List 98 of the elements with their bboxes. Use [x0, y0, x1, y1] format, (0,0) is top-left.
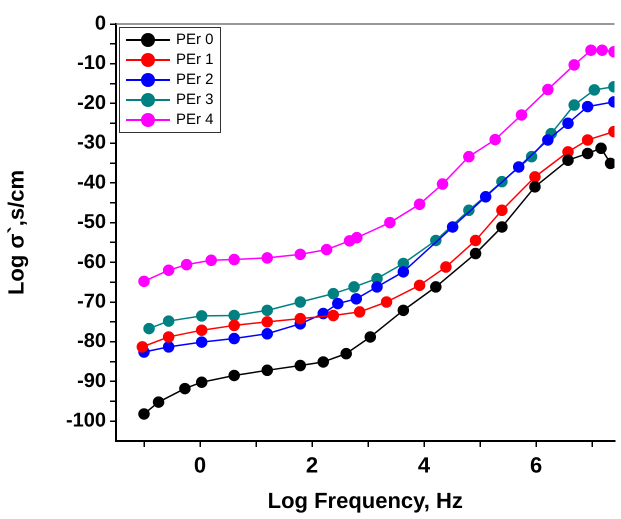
point	[568, 59, 580, 71]
point	[568, 99, 580, 111]
point	[138, 408, 150, 420]
point	[562, 118, 574, 130]
point	[446, 221, 458, 233]
point	[496, 221, 508, 233]
point	[542, 134, 554, 146]
y-tick-label: -40	[77, 171, 106, 194]
point	[414, 198, 426, 210]
point	[328, 288, 340, 300]
point	[261, 252, 273, 264]
point	[562, 154, 574, 166]
y-axis-title: Log σ`,s/cm	[3, 170, 28, 296]
point	[138, 276, 150, 288]
point	[205, 254, 217, 266]
x-tick-label: 2	[306, 452, 318, 478]
point	[398, 304, 410, 316]
point	[596, 44, 608, 56]
point	[261, 304, 273, 316]
point	[529, 181, 541, 193]
point	[595, 142, 607, 154]
point	[496, 204, 508, 216]
point	[294, 248, 306, 260]
point	[348, 281, 360, 293]
point	[228, 370, 240, 382]
x-tick-label: 0	[194, 452, 206, 478]
point	[228, 254, 240, 266]
y-tick-label: -100	[66, 410, 106, 432]
point	[489, 134, 501, 146]
y-tick-label: -90	[77, 370, 106, 392]
point	[364, 331, 376, 343]
point	[414, 280, 426, 292]
legend-label: PEr 4	[176, 110, 214, 130]
point	[588, 84, 600, 96]
point	[179, 382, 191, 394]
point	[350, 293, 362, 305]
y-tick-label: -80	[77, 330, 106, 352]
point	[582, 100, 594, 112]
point	[582, 134, 594, 146]
point	[430, 281, 442, 293]
point	[332, 298, 344, 310]
point	[196, 310, 208, 322]
point	[440, 261, 452, 273]
point	[512, 161, 524, 173]
point	[354, 306, 366, 318]
legend-label: PEr 2	[176, 70, 214, 90]
y-tick-label: -20	[77, 92, 106, 114]
point	[228, 310, 240, 322]
point	[196, 324, 208, 336]
point	[585, 44, 597, 56]
point	[228, 320, 240, 332]
point	[371, 281, 383, 293]
y-tick-label: -10	[77, 52, 106, 74]
point	[340, 348, 352, 360]
y-tick-label: 0	[94, 12, 106, 35]
point	[380, 296, 392, 308]
legend-label: PEr 1	[176, 50, 214, 70]
point	[261, 328, 273, 340]
legend-label: PEr 0	[176, 30, 214, 50]
point	[470, 248, 482, 260]
point	[162, 331, 174, 343]
point	[294, 360, 306, 372]
point	[196, 336, 208, 348]
point	[529, 171, 541, 183]
point	[582, 148, 594, 160]
x-axis-title: Log Frequency, Hz	[268, 488, 463, 513]
point	[317, 356, 329, 368]
point	[351, 232, 363, 244]
legend-label: PEr 3	[176, 90, 214, 110]
point	[180, 258, 192, 270]
point	[294, 312, 306, 324]
point	[470, 234, 482, 246]
point	[480, 191, 492, 203]
y-tick-label: -30	[77, 132, 106, 154]
y-tick-label: -60	[77, 250, 106, 273]
point	[136, 341, 148, 353]
point	[152, 396, 164, 408]
point	[320, 244, 332, 256]
x-tick-label: 6	[530, 452, 542, 478]
point	[162, 315, 174, 327]
point	[162, 341, 174, 353]
point	[162, 264, 174, 276]
x-tick-label: 4	[418, 452, 431, 478]
point	[398, 266, 410, 278]
point	[143, 322, 155, 334]
point	[516, 109, 528, 121]
point	[328, 310, 340, 322]
point	[294, 296, 306, 308]
point	[436, 178, 448, 190]
point	[196, 376, 208, 388]
y-tick-label: -50	[77, 211, 106, 234]
point	[261, 364, 273, 376]
point	[384, 216, 396, 228]
point	[542, 84, 554, 96]
point	[463, 150, 475, 162]
y-tick-label: -70	[77, 290, 106, 313]
point	[261, 316, 273, 328]
point	[228, 332, 240, 344]
